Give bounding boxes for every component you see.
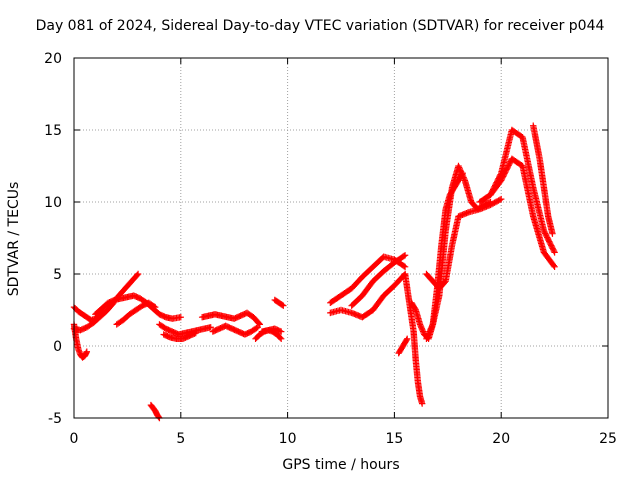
y-tick-label: 15 — [44, 123, 62, 139]
x-tick-label: 25 — [599, 431, 617, 447]
data-point — [461, 175, 468, 183]
data-point — [416, 321, 424, 328]
data-point — [277, 328, 285, 335]
series-track-s — [408, 170, 466, 342]
data-point — [551, 263, 558, 270]
series-track-r — [401, 270, 426, 407]
data-point — [458, 170, 465, 177]
series-track-n — [327, 253, 409, 306]
chart-title: Day 081 of 2024, Sidereal Day-to-day VTE… — [35, 18, 605, 34]
data-point — [456, 165, 463, 173]
data-point — [401, 263, 409, 270]
grid-layer — [74, 58, 608, 418]
data-point — [427, 326, 434, 334]
data-point — [134, 270, 142, 278]
data-point — [151, 303, 159, 311]
y-axis-label: SDTVAR / TECUs — [6, 181, 22, 297]
data-point — [459, 171, 466, 178]
data-point — [254, 324, 261, 331]
data-point — [417, 322, 424, 330]
series-track-l — [258, 325, 285, 335]
data-point — [150, 303, 158, 310]
y-tick-label: 5 — [53, 267, 62, 283]
series-track-q — [395, 335, 411, 357]
data-point — [550, 262, 557, 269]
data-point — [425, 331, 432, 338]
series-track-p — [348, 252, 409, 309]
data-point — [498, 195, 505, 203]
series-track-j — [209, 322, 261, 338]
data-points-layer — [70, 122, 558, 422]
data-point — [253, 324, 260, 332]
data-point — [83, 348, 91, 355]
data-point — [279, 301, 286, 309]
data-point — [423, 334, 431, 341]
data-point — [418, 325, 426, 332]
x-tick-label: 10 — [279, 431, 297, 447]
x-tick-label: 5 — [176, 431, 185, 447]
series-track-o — [327, 270, 409, 321]
y-tick-label: 0 — [53, 339, 62, 355]
data-point — [276, 334, 284, 341]
data-point — [455, 162, 462, 170]
data-point — [549, 230, 556, 237]
data-point — [404, 335, 411, 342]
series-track-m — [271, 296, 287, 309]
data-point — [429, 322, 436, 330]
data-point — [192, 329, 199, 337]
data-point — [280, 302, 287, 309]
series-track-u — [423, 195, 505, 292]
data-point — [403, 336, 410, 344]
data-point — [401, 252, 409, 259]
x-tick-label: 15 — [385, 431, 403, 447]
data-point — [277, 335, 285, 342]
data-point — [419, 328, 427, 335]
series-track-i — [198, 309, 264, 328]
data-point — [427, 325, 435, 332]
data-point — [400, 252, 408, 260]
series-track-c — [70, 270, 142, 334]
series-track-t — [423, 162, 494, 342]
series-track-g — [156, 321, 214, 338]
data-point — [426, 328, 433, 335]
data-point — [418, 324, 425, 331]
x-tick-label: 0 — [70, 431, 79, 447]
series-track-w — [487, 155, 558, 270]
y-tick-label: 10 — [44, 195, 62, 211]
tick-layer: 0 5 10 15 20 25 -5 0 5 10 15 20 — [44, 51, 617, 447]
data-point — [460, 174, 467, 181]
data-point — [459, 172, 467, 180]
data-point — [177, 314, 184, 321]
series-track-x — [530, 122, 556, 237]
data-point — [457, 167, 464, 174]
data-point — [457, 168, 465, 175]
data-point — [418, 400, 426, 407]
x-tick-label: 20 — [492, 431, 510, 447]
series-track-h — [160, 329, 199, 342]
data-point — [455, 164, 463, 171]
data-point — [425, 329, 433, 337]
data-point — [551, 249, 558, 256]
y-tick-label: 20 — [44, 51, 62, 67]
data-point — [133, 271, 141, 279]
series-track-e — [113, 299, 159, 328]
data-point — [400, 262, 408, 270]
data-point — [255, 320, 263, 327]
data-point — [424, 332, 431, 340]
y-tick-label: -5 — [48, 411, 62, 427]
data-point — [428, 324, 435, 331]
data-point — [155, 413, 162, 421]
data-point — [423, 335, 430, 342]
plot-frame — [73, 57, 609, 419]
x-axis-label: GPS time / hours — [282, 457, 400, 473]
data-point — [550, 247, 558, 255]
data-point — [207, 324, 214, 331]
data-point — [419, 326, 426, 334]
data-point — [496, 196, 504, 204]
